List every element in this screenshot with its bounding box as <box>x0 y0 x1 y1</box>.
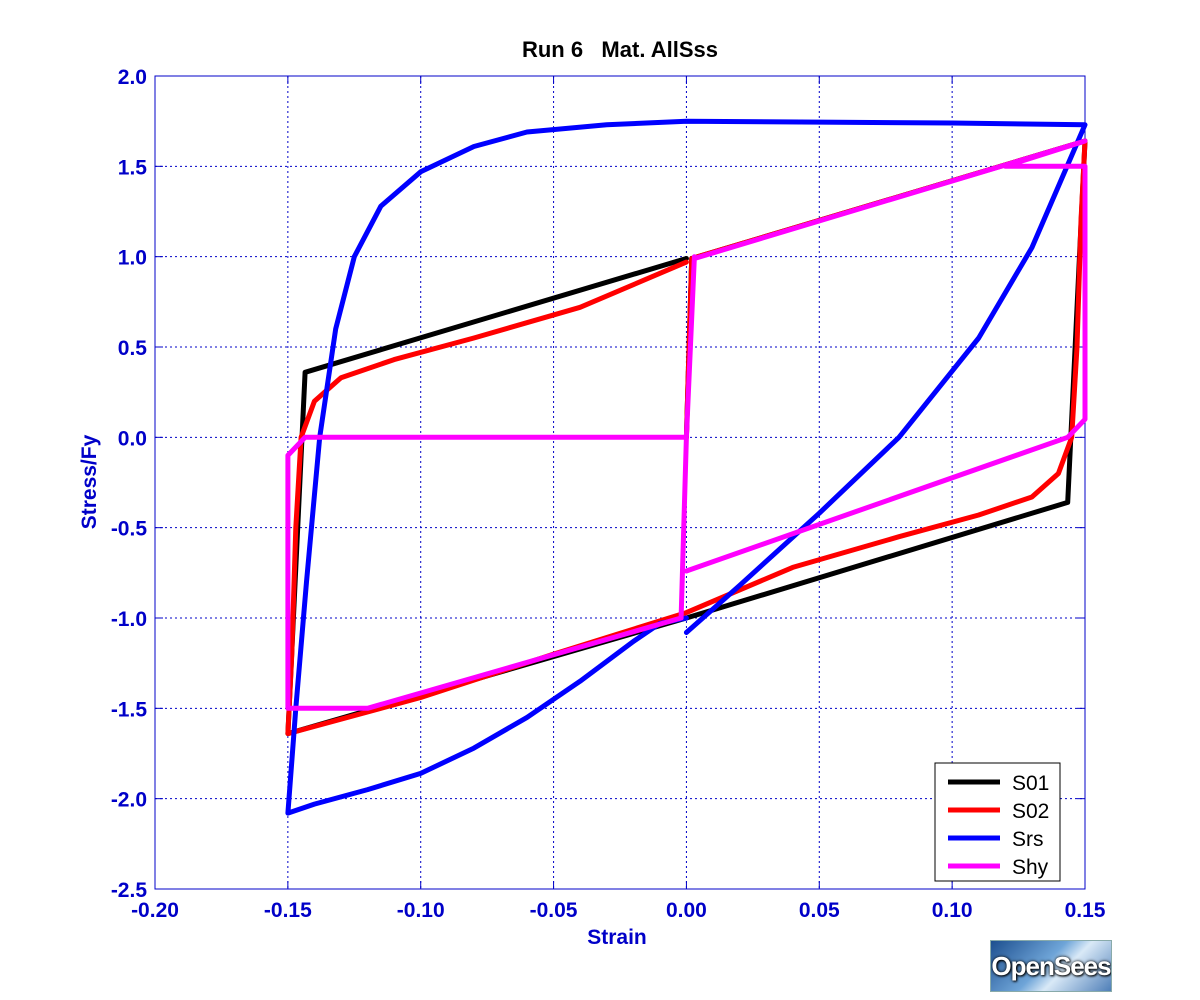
opensees-logo: OpenSees <box>990 940 1112 992</box>
x-axis-label: Strain <box>587 926 647 949</box>
series-line-shy <box>285 138 1088 711</box>
y-tick-label: 1.5 <box>118 156 148 179</box>
series-lines <box>285 118 1088 816</box>
tick-marks <box>154 75 1086 890</box>
series-line-srs <box>285 118 1088 816</box>
y-tick-label: -1.0 <box>111 608 147 631</box>
plot-frame <box>154 75 1086 890</box>
x-tick-label: -0.10 <box>397 899 445 922</box>
y-axis-label: Stress/Fy <box>78 434 101 529</box>
y-tick-label: 0.5 <box>118 337 148 360</box>
x-tick-label: 0.05 <box>799 899 840 922</box>
legend-label-shy: Shy <box>1012 856 1049 879</box>
y-tick-label: -2.5 <box>111 879 148 902</box>
y-tick-label: 2.0 <box>118 66 147 89</box>
x-tick-label: -0.20 <box>131 899 179 922</box>
legend-label-s02: S02 <box>1012 800 1049 823</box>
y-tick-label: -2.0 <box>111 789 147 812</box>
logo-text: OpenSees <box>991 950 1111 981</box>
y-tick-label: -0.5 <box>111 518 148 541</box>
legend: S01 S02 Srs Shy <box>934 762 1061 882</box>
y-tick-label: -1.5 <box>111 698 148 721</box>
legend-label-srs: Srs <box>1012 828 1044 851</box>
x-tick-label: 0.15 <box>1065 899 1106 922</box>
x-tick-label: -0.05 <box>530 899 578 922</box>
chart-title: Run 6 Mat. AllSss <box>522 37 718 62</box>
x-tick-label: -0.15 <box>264 899 312 922</box>
legend-label-s01: S01 <box>1012 772 1049 795</box>
y-tick-label: 0.0 <box>118 427 147 450</box>
x-tick-label: 0.00 <box>666 899 707 922</box>
y-tick-label: 1.0 <box>118 247 147 270</box>
x-tick-label: 0.10 <box>932 899 973 922</box>
